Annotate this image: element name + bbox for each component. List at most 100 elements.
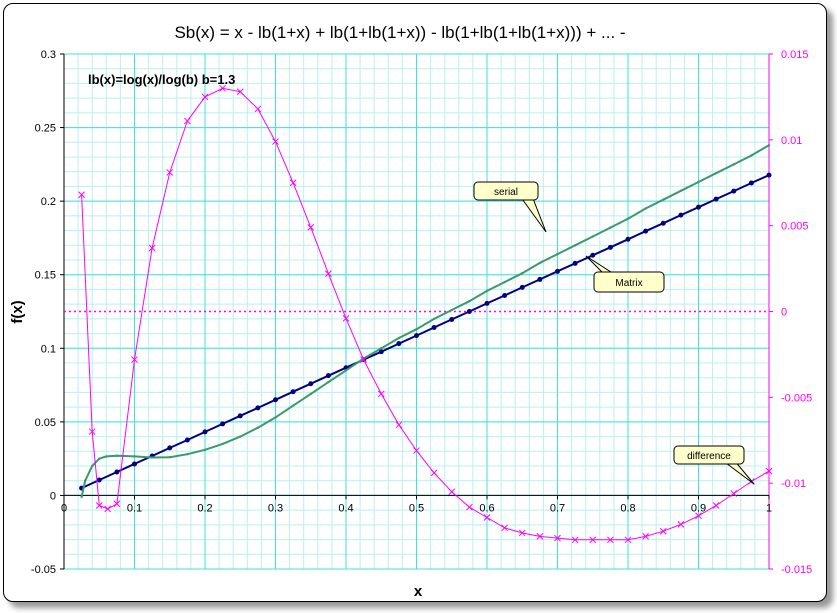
difference-point [360,356,367,363]
serial-point [344,369,348,372]
x-axis-label: x [414,583,423,600]
serial-point [115,454,119,457]
matrix-point [678,212,684,218]
difference-point [395,421,403,429]
matrix-point [431,325,437,331]
serial-point [239,435,242,438]
series-line-difference [81,87,770,541]
difference-point [571,536,579,544]
matrix-callout-label: Matrix [615,278,642,289]
matrix-point [396,341,402,347]
difference-point [624,536,632,544]
difference-point [430,469,438,477]
y-axis-label: f(x) [9,300,26,323]
y2-tick-label: 0.005 [781,221,809,233]
x-tick-label: 0.7 [550,502,565,514]
x-tick-label: 0.5 [409,502,424,514]
matrix-point [378,349,384,355]
difference-point [131,356,138,363]
x-tick-label: 0.2 [197,502,212,514]
difference-point [254,105,262,113]
difference-point [730,490,738,497]
serial-point [591,235,594,238]
serial-callout-fill [475,183,537,199]
difference-point [307,224,315,231]
serial-point [626,217,630,220]
matrix-point [237,413,243,419]
difference-point [677,521,685,528]
matrix-point [255,405,261,411]
formula-annotation: lb(x)=log(x)/log(b) b=1.3 [88,72,235,87]
y-tick-label: 0.05 [35,417,56,429]
difference-point [518,529,526,537]
matrix-point [290,389,296,395]
matrix-point [625,236,631,242]
y-tick-label: 0.3 [41,49,56,61]
difference-point [483,514,491,521]
matrix-point [696,204,701,210]
serial-point [291,404,295,407]
x-tick-label: 1 [766,502,772,514]
x-tick-label: 0.6 [479,502,494,514]
difference-point [501,524,508,532]
difference-point [712,502,720,509]
matrix-point [555,268,560,274]
difference-point [466,503,473,511]
matrix-point [220,421,226,427]
serial-point [485,289,489,293]
serial-point [168,455,171,459]
serial-point [432,317,436,321]
difference-point [695,512,702,520]
difference-point [201,93,209,101]
serial-point [538,261,542,265]
x-tick-label: 0.3 [268,502,283,514]
chart-title: Sb(x) = x - lb(1+x) + lb(1+lb(1+x)) - lb… [174,23,625,42]
serial-point [221,442,224,446]
x-tick-label: 0.8 [620,502,635,514]
serial-point [83,479,87,482]
difference-point [78,191,85,199]
serial-point [644,207,647,210]
matrix-point [325,373,331,379]
serial-point [133,455,136,458]
matrix-point [590,252,596,258]
matrix-point [519,284,525,290]
matrix-point [114,469,120,475]
matrix-point [766,172,772,178]
matrix-point [184,437,190,443]
difference-point [642,533,649,540]
serial-point [732,163,735,166]
y-tick-label: -0.05 [31,564,56,576]
difference-point [95,502,103,509]
difference-callout-fill [675,447,743,463]
matrix-point [731,188,737,194]
difference-point [88,428,96,436]
serial-point [98,457,101,460]
serial-point [679,189,683,193]
difference-point [104,505,112,513]
matrix-point [132,461,137,467]
matrix-point [572,260,578,266]
difference-callout-label: difference [687,451,731,462]
y-tick-label: 0 [50,490,56,502]
difference-point [236,88,244,96]
serial-point [503,280,506,284]
serial-point [750,154,753,157]
serial-point [80,495,83,499]
y2-tick-label: -0.015 [781,564,812,576]
serial-point [380,347,383,350]
serial-point [186,453,189,456]
y2-tick-label: -0.01 [781,478,806,490]
serial-point [203,448,207,452]
matrix-point [273,397,278,403]
difference-point [325,270,332,278]
y-tick-label: 0.2 [41,196,56,208]
matrix-point [484,300,490,306]
serial-point [150,456,154,459]
x-tick-label: 0.4 [338,502,353,514]
difference-point [166,169,174,176]
serial-point [309,392,312,396]
difference-point [184,117,191,125]
matrix-point [537,276,543,282]
